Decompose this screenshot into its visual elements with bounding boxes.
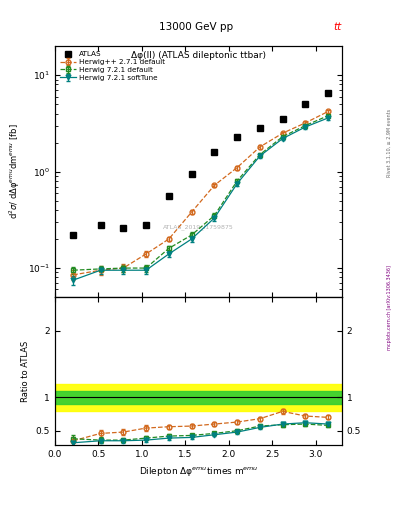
Text: Δφ(ll) (ATLAS dileptonic ttbar): Δφ(ll) (ATLAS dileptonic ttbar) bbox=[131, 51, 266, 60]
Line: ATLAS: ATLAS bbox=[70, 90, 331, 238]
Text: Rivet 3.1.10, ≥ 2.9M events: Rivet 3.1.10, ≥ 2.9M events bbox=[387, 109, 392, 178]
Text: mcplots.cern.ch [arXiv:1306.3436]: mcplots.cern.ch [arXiv:1306.3436] bbox=[387, 265, 392, 350]
ATLAS bbox=[303, 101, 308, 107]
Text: tt: tt bbox=[334, 22, 342, 32]
ATLAS bbox=[280, 116, 285, 122]
ATLAS bbox=[257, 125, 262, 132]
ATLAS bbox=[235, 134, 239, 140]
ATLAS bbox=[326, 90, 331, 96]
ATLAS bbox=[121, 225, 126, 231]
ATLAS bbox=[144, 222, 149, 228]
ATLAS bbox=[189, 170, 194, 177]
ATLAS bbox=[71, 232, 75, 238]
Y-axis label: Ratio to ATLAS: Ratio to ATLAS bbox=[21, 340, 30, 402]
Text: 13000 GeV pp: 13000 GeV pp bbox=[160, 22, 233, 32]
ATLAS bbox=[167, 193, 171, 199]
X-axis label: Dilepton Δφ$^{emu}$times m$^{emu}$: Dilepton Δφ$^{emu}$times m$^{emu}$ bbox=[139, 465, 258, 478]
ATLAS bbox=[98, 222, 103, 228]
Y-axis label: d$^{2}\sigma$/ dΔφ$^{emu}$dm$^{emu}$ [fb]: d$^{2}\sigma$/ dΔφ$^{emu}$dm$^{emu}$ [fb… bbox=[8, 124, 22, 220]
Legend: ATLAS, Herwig++ 2.7.1 default, Herwig 7.2.1 default, Herwig 7.2.1 softTune: ATLAS, Herwig++ 2.7.1 default, Herwig 7.… bbox=[59, 50, 166, 82]
Text: ATLAS_2019_I1759875: ATLAS_2019_I1759875 bbox=[163, 224, 234, 230]
ATLAS bbox=[212, 149, 217, 155]
